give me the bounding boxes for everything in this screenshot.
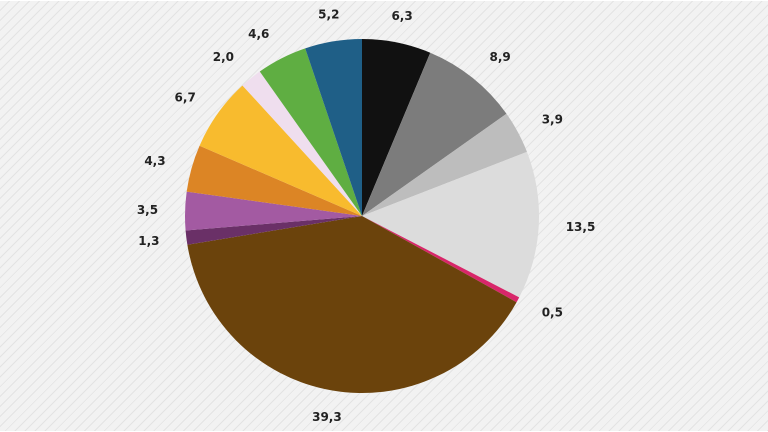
pie-slice-13 (305, 39, 362, 216)
slice-label-4: 13,5 (566, 220, 596, 234)
slice-label-10: 6,7 (175, 91, 196, 105)
pie-slice-2 (362, 52, 507, 216)
labels-layer: 6,3 8,9 3,9 13,5 0,5 39,3 1,3 3,5 4,3 6,7 2,0 4,6 5,… (137, 8, 595, 424)
pie-slice-10 (199, 85, 362, 217)
pie-slice-3 (362, 113, 527, 216)
pie-slice-11 (242, 71, 362, 216)
pie-slice-8 (185, 191, 362, 231)
pie-slice-6 (187, 216, 517, 393)
slice-label-7: 1,3 (138, 234, 159, 248)
slices-layer (185, 39, 540, 393)
slice-label-9: 4,3 (144, 154, 165, 168)
slice-label-6: 39,3 (312, 410, 342, 424)
pie-slice-4 (362, 151, 540, 298)
pie-slice-12 (259, 48, 362, 216)
slice-label-13: 5,2 (318, 8, 339, 22)
slice-label-8: 3,5 (137, 203, 158, 217)
slice-label-2: 8,9 (490, 50, 511, 64)
slice-label-11: 2,0 (213, 50, 234, 64)
pie-slice-9 (186, 145, 362, 216)
slice-label-3: 3,9 (542, 112, 563, 126)
slice-label-12: 4,6 (248, 27, 269, 41)
slice-label-5: 0,5 (542, 306, 563, 320)
top-frame-line (0, 0, 768, 1)
slice-label-1: 6,3 (391, 9, 412, 23)
pie-slice-5 (362, 216, 520, 303)
pie-slice-7 (185, 216, 362, 245)
pie-slice-1 (362, 39, 431, 216)
